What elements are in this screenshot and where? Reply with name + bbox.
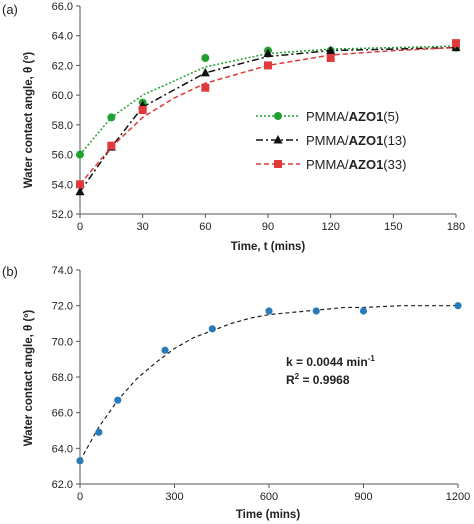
panel-a-legend: PMMA/AZO1(5)PMMA/AZO1(13)PMMA/AZO1(33) (256, 109, 406, 172)
b-y-tick-label: 66.0 (52, 408, 73, 420)
a-y-tick-label: 66.0 (52, 1, 73, 13)
legend-label-prefix: PMMA/ (306, 157, 349, 172)
panel-b-annotation: k = 0.0044 min-1 R2 = 0.9968 (286, 354, 375, 387)
panel-a-series (75, 39, 461, 196)
a-y-tick-label: 60.0 (52, 90, 73, 102)
data-point-circle (107, 113, 116, 122)
b-y-tick-label: 72.0 (52, 301, 73, 313)
data-point-circle (76, 457, 84, 465)
legend-label-bold: AZO1 (349, 133, 384, 148)
a-y-tick-label: 64.0 (52, 31, 73, 43)
panel-a-x-axis-title: Time, t (mins) (231, 241, 306, 253)
a-x-tick-label: 90 (262, 221, 274, 233)
a-x-tick-label: 0 (77, 221, 83, 233)
legend-label-suffix: (13) (383, 133, 406, 148)
data-point-circle (265, 307, 273, 315)
panel-a: (a) Water contact angle, θ (º) Time, t (… (2, 1, 465, 253)
panel-a-y-axis-title: Water contact angle, θ (º) (23, 52, 35, 189)
data-point-circle (161, 346, 169, 354)
panel-a-axes: 0 30 60 90 120 150 180 52.0 54.0 56.0 58.0 60.0 62.0… (52, 1, 466, 233)
a-y-tick-label: 52.0 (52, 209, 73, 221)
data-point-square (264, 61, 272, 70)
a-x-tick-label: 150 (384, 221, 402, 233)
b-x-tick-label: 600 (260, 491, 278, 503)
legend-label-bold: AZO1 (349, 157, 384, 172)
annotation-r2: R2 = 0.9968 (286, 372, 350, 387)
legend-label-suffix: (33) (383, 157, 406, 172)
panel-b-series (76, 302, 462, 465)
panel-b-x-axis-title: Time (mins) (236, 509, 300, 521)
legend-label-2: PMMA/AZO1(33) (306, 157, 406, 172)
fit-curve (79, 305, 458, 462)
legend-label-0: PMMA/AZO1(5) (306, 109, 399, 124)
a-y-tick-label: 62.0 (52, 60, 73, 72)
b-x-tick-label: 0 (77, 491, 83, 503)
legend-label-bold: AZO1 (349, 109, 384, 124)
annotation-k: k = 0.0044 min-1 (286, 354, 375, 369)
data-point-triangle (263, 48, 273, 58)
b-y-tick-label: 64.0 (52, 443, 73, 455)
data-point-square (76, 180, 84, 189)
panel-b-label: (b) (2, 264, 18, 279)
data-point-circle (201, 54, 210, 62)
b-x-tick-label: 900 (354, 491, 372, 503)
a-x-tick-label: 180 (447, 221, 465, 233)
legend-label-prefix: PMMA/ (306, 133, 349, 148)
a-x-tick-label: 120 (321, 221, 339, 233)
panel-b-axes: 0 300 600 900 1200 62.0 64.0 66.0 68.0 70.0 72.0 74… (52, 265, 471, 503)
a-y-tick-label: 58.0 (52, 120, 73, 132)
a-x-tick-label: 60 (199, 221, 211, 233)
legend-label-1: PMMA/AZO1(13) (306, 133, 406, 148)
data-point-triangle (200, 67, 210, 77)
legend-label-prefix: PMMA/ (306, 109, 349, 124)
panel-b: (b) Water contact angle, θ (º) Time (min… (2, 264, 470, 521)
data-point-square (201, 83, 210, 92)
b-y-tick-label: 74.0 (52, 265, 73, 277)
data-point-circle (114, 396, 122, 404)
a-x-tick-label: 30 (137, 221, 149, 233)
legend-label-suffix: (5) (383, 109, 399, 124)
data-point-triangle (75, 186, 85, 196)
panel-a-label: (a) (2, 2, 18, 17)
data-point-circle (76, 150, 84, 159)
data-point-square (107, 141, 116, 150)
data-point-square (326, 54, 335, 62)
data-point-triangle (326, 45, 336, 55)
b-y-tick-label: 70.0 (52, 336, 73, 348)
data-point-circle (359, 307, 368, 315)
a-y-tick-label: 56.0 (52, 150, 73, 162)
data-point-circle (454, 302, 462, 310)
data-point-circle (208, 325, 216, 333)
data-point-circle (95, 428, 103, 436)
series-line-2 (79, 46, 457, 185)
a-y-tick-label: 54.0 (52, 179, 73, 191)
legend-marker-square (274, 160, 282, 168)
legend-marker-circle (274, 112, 282, 120)
data-point-square (452, 39, 460, 48)
b-y-tick-label: 68.0 (52, 372, 73, 384)
b-x-tick-label: 1200 (446, 491, 470, 503)
panel-b-y-axis-title: Water contact angle, θ (º) (23, 310, 35, 447)
b-x-tick-label: 300 (165, 491, 183, 503)
legend-marker-triangle (273, 135, 283, 144)
b-y-tick-label: 62.0 (52, 479, 73, 491)
data-point-circle (312, 307, 320, 315)
data-point-square (138, 106, 147, 114)
